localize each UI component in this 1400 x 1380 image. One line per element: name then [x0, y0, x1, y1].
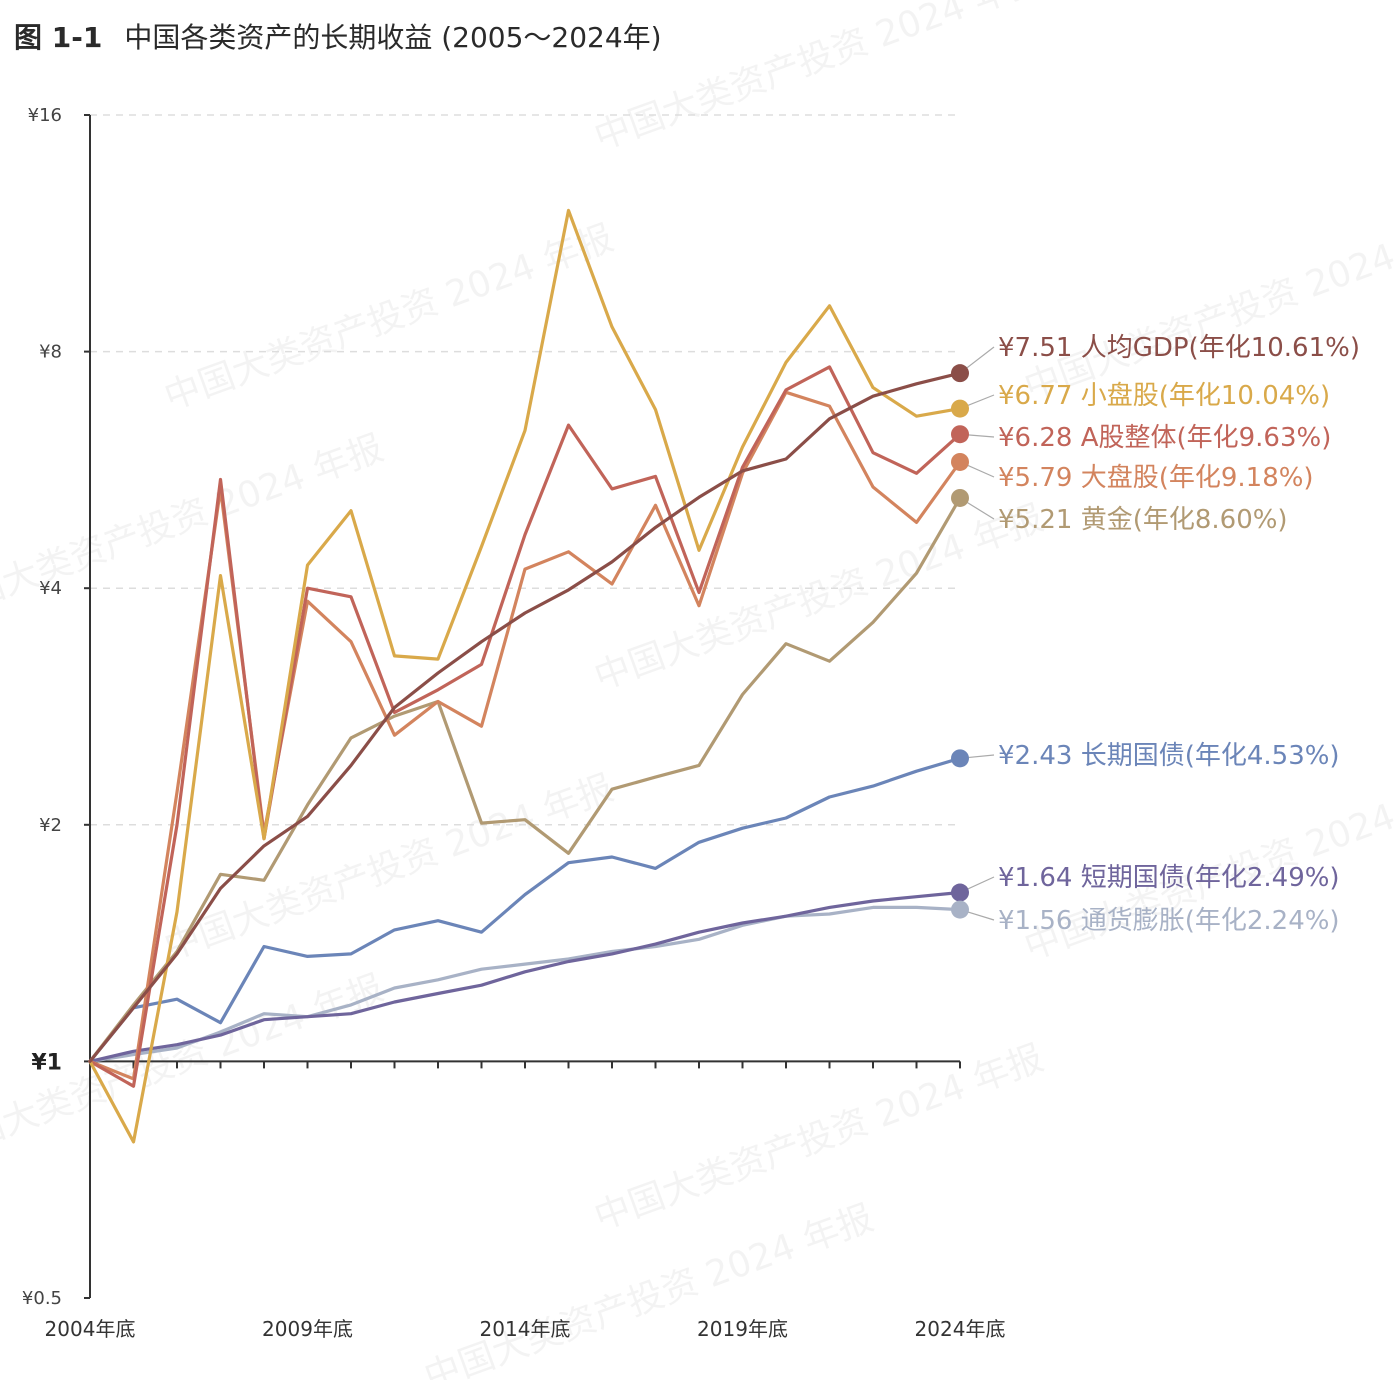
end-marker-A股整体 [951, 425, 969, 444]
series-end-label: ¥6.77 小盘股(年化10.04%) [998, 381, 1330, 411]
watermark-text: 中国大类资产投资 2024 年报 [419, 1198, 879, 1380]
end-marker-长期国债 [951, 749, 969, 768]
series-line-大盘股 [88, 390, 962, 1081]
y-tick-label: ¥2 [39, 815, 62, 836]
x-tick-label: 2004年底 [45, 1317, 136, 1341]
watermark-text: 中国大类资产投资 2024 年报 [159, 768, 619, 969]
y-tick-label: ¥16 [28, 105, 62, 126]
series-line-通货膨胀 [88, 905, 962, 1064]
series-line-A股整体 [88, 365, 962, 1088]
watermark-text: 中国大类资产投资 2024 年报 [1019, 208, 1400, 409]
watermark-text: 中国大类资产投资 2024 年报 [589, 498, 1049, 699]
series-line-人均GDP [88, 371, 962, 1064]
series-end-label: ¥2.43 长期国债(年化4.53%) [998, 741, 1340, 771]
x-tick-label: 2019年底 [697, 1317, 788, 1341]
y-tick-label: ¥4 [39, 578, 62, 599]
series-end-label: ¥6.28 A股整体(年化9.63%) [998, 423, 1331, 453]
figure-number: 图 1-1 [14, 21, 103, 54]
watermark-text: 中国大类资产投资 2024 年报 [589, 0, 1049, 158]
y-tick-label: ¥1 [31, 1050, 62, 1075]
watermark-text: 中国大类资产投资 2024 年报 [589, 1038, 1049, 1239]
series-line-长期国债 [88, 756, 962, 1064]
x-tick-label: 2009年底 [262, 1317, 353, 1341]
x-tick-label: 2014年底 [480, 1317, 571, 1341]
y-tick-label: ¥8 [39, 342, 62, 363]
end-marker-通货膨胀 [951, 900, 969, 919]
watermark-text: 中国大类资产投资 2024 年报 [159, 218, 619, 419]
y-tick-label: ¥0.5 [22, 1288, 62, 1309]
series-end-label: ¥1.56 通货膨胀(年化2.24%) [998, 906, 1340, 936]
end-marker-人均GDP [951, 364, 969, 383]
x-tick-label: 2024年底 [915, 1317, 1006, 1341]
series-end-label: ¥5.79 大盘股(年化9.18%) [998, 463, 1314, 493]
end-marker-小盘股 [951, 399, 969, 418]
series-end-label: ¥7.51 人均GDP(年化10.61%) [998, 333, 1360, 363]
series-line-小盘股 [88, 208, 962, 1144]
chart-title: 中国各类资产的长期收益 (2005～2024年) [124, 21, 662, 54]
series-end-label: ¥5.21 黄金(年化8.60%) [998, 505, 1288, 535]
end-marker-黄金 [951, 488, 969, 507]
chart-title-row: 图 1-1 中国各类资产的长期收益 (2005～2024年) [14, 18, 662, 58]
series-end-label: ¥1.64 短期国债(年化2.49%) [998, 863, 1340, 893]
end-marker-大盘股 [951, 452, 969, 471]
series-line-短期国债 [88, 890, 962, 1064]
end-marker-短期国债 [951, 883, 969, 902]
